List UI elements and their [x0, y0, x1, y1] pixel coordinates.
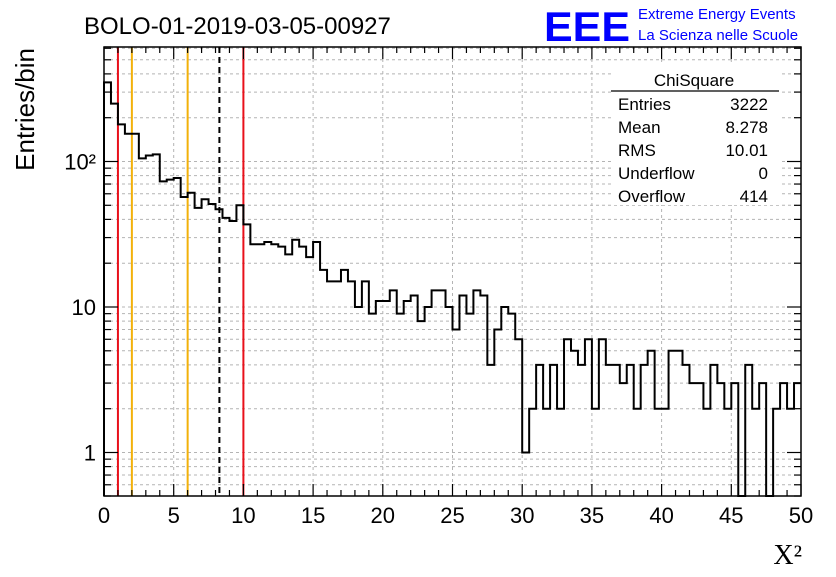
x-tick-label: 35	[580, 503, 604, 528]
stats-label-entries: Entries	[618, 95, 671, 114]
x-tick-label: 0	[98, 503, 110, 528]
stats-label-mean: Mean	[618, 118, 661, 137]
y-tick-label: 10²	[64, 150, 96, 175]
stats-title: ChiSquare	[654, 71, 734, 90]
y-tick-label: 1	[84, 441, 96, 466]
x-tick-label: 20	[371, 503, 395, 528]
stats-label-rms: RMS	[618, 141, 656, 160]
stats-label-overflow: Overflow	[618, 187, 686, 206]
y-tick-label: 10	[72, 295, 96, 320]
x-tick-label: 15	[301, 503, 325, 528]
x-tick-label: 45	[719, 503, 743, 528]
chart-title: BOLO-01-2019-03-05-00927	[84, 13, 391, 40]
stats-value-underflow: 0	[759, 164, 768, 183]
x-tick-label: 10	[231, 503, 255, 528]
stats-box: ChiSquare Entries 3222 Mean 8.278 RMS 10…	[611, 65, 779, 206]
x-axis-label: X²	[773, 540, 802, 571]
histogram-bins	[103, 81, 801, 497]
y-axis-label: Entries/bin	[10, 48, 40, 171]
x-tick-label: 40	[649, 503, 673, 528]
histogram-outline	[103, 81, 801, 497]
eee-logo-line2: La Scienza nelle Scuole	[638, 27, 798, 44]
stats-value-entries: 3222	[730, 95, 768, 114]
eee-logo-line1: Extreme Energy Events	[638, 6, 796, 23]
stats-label-underflow: Underflow	[618, 164, 695, 183]
x-tick-label: 30	[510, 503, 534, 528]
stats-value-rms: 10.01	[725, 141, 768, 160]
x-tick-label: 5	[168, 503, 180, 528]
eee-logo-mark: EEE	[544, 3, 630, 50]
x-tick-label: 25	[440, 503, 464, 528]
axes: 0 5 10 15 20 25 30 35 40 45 50 1 10 10²	[64, 46, 813, 528]
x-tick-label: 50	[789, 503, 813, 528]
stats-value-mean: 8.278	[725, 118, 768, 137]
stats-value-overflow: 414	[740, 187, 768, 206]
